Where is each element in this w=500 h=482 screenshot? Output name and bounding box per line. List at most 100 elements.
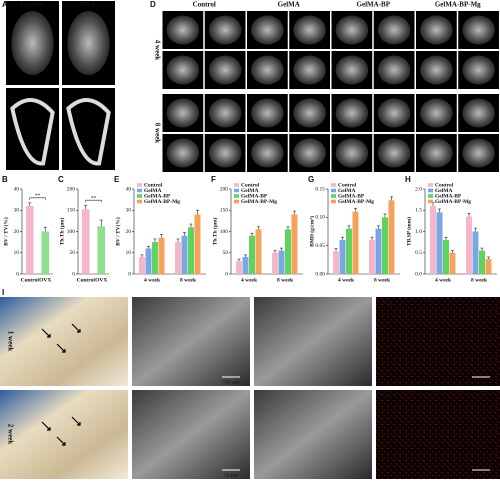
bone-ring [10,98,55,166]
bar [175,242,182,274]
sem-image [132,297,250,386]
y-axis-label: Tb.Th (μm) [58,218,65,246]
legend-label: GelMA-BP-Mg [338,199,374,205]
y-tick-label: 40 [14,186,20,192]
bone-shape [208,15,242,45]
bar [352,211,359,274]
y-axis-label: BMD (g/cm³) [308,216,315,247]
legend-label: Control [338,182,357,188]
bone-shape [420,138,453,168]
legend-swatch [331,194,336,198]
sem-image [132,390,250,479]
y-tick-label: 0.5 [415,250,422,256]
bar [443,240,449,274]
legend-label: GelMA [338,188,355,194]
panel-label: C [58,175,64,184]
legend-label: Control [144,182,163,188]
bar [278,250,285,274]
legend-label: Control [241,182,260,188]
bar [388,200,395,274]
legend-swatch [137,194,142,198]
bar [158,237,165,274]
x-tick-label: 4 week [144,277,161,283]
column-label: OVX [80,1,96,9]
bone-shape [11,11,54,75]
bar [97,226,106,274]
bone-shape [166,55,200,85]
bone-shape [208,98,242,128]
legend-swatch [428,183,433,187]
bar [152,242,158,274]
bar [285,229,291,274]
y-tick-label: 40 [126,186,132,192]
bone-shape [293,138,326,168]
bone-shape [166,138,200,168]
legend-swatch [428,199,433,204]
mg-map [376,297,500,386]
panel-label: A [2,0,8,9]
bone-shape [208,138,242,168]
mg-map [376,390,500,479]
bone-shape [377,138,411,168]
bar [430,206,437,274]
y-tick-label: 200 [67,186,76,192]
scale-bar-label: 100 μm [223,379,241,385]
bone-shape [335,98,369,128]
y-axis-label: Tb.Th (μm) [211,218,218,246]
bar [472,231,479,274]
x-tick-label: OVX [95,277,107,283]
legend-swatch [234,188,239,193]
legend-swatch [331,199,336,204]
y-tick-label: 30 [14,208,20,214]
panel-label: D [150,0,156,9]
bone-shape [377,15,411,45]
significance-bracket [85,199,102,203]
bone-shape [420,55,453,85]
y-tick-label: 0 [225,271,228,277]
y-axis-label: TB.SP (mm) [405,217,412,246]
element-label: Mg [382,300,393,308]
gross-photo [0,297,128,386]
bone-shape [377,98,411,128]
y-tick-label: 10 [14,250,20,256]
column-label: Control [20,1,43,9]
y-tick-label: 0 [72,271,75,277]
x-tick-label: 8 week [374,277,391,283]
arrow [71,323,81,333]
y-tick-label: 10 [126,250,132,256]
bar [181,235,188,274]
bar [485,259,492,274]
y-tick-label: 1.0 [415,229,422,235]
bar [369,240,376,274]
legend-label: GelMA-BP-Mg [435,199,471,205]
y-tick-label: 0 [128,271,131,277]
bar [139,257,146,274]
panel-label: E [114,175,120,184]
bone-shape [251,98,284,128]
row-label: 8 week [153,123,161,144]
y-tick-label: 150 [67,208,76,214]
y-tick-label: 50 [70,250,76,256]
bone-shape [335,55,369,85]
legend-label: GelMA-BP [338,193,365,199]
arrow [41,421,51,431]
bar [249,235,255,274]
arrow [71,416,81,426]
bar [272,252,279,274]
column-label: GelMA [278,1,300,9]
x-tick-label: 8 week [471,277,488,283]
y-tick-label: 200 [220,186,229,192]
row-label: 1 week [6,331,14,352]
legend-swatch [234,194,239,198]
scale-bar-label: 20 μm [474,379,489,385]
legend-swatch [137,188,142,193]
y-tick-label: 20 [126,229,132,235]
significance-label: ** [91,195,97,201]
significance-bracket [29,197,46,200]
column-label: Control [193,1,216,9]
bar [41,231,50,274]
panel-label: I [2,288,4,297]
legend-label: GelMA-BP [241,193,268,199]
y-axis-label: BV / TV(%) [2,217,9,246]
bone-shape [335,15,369,45]
